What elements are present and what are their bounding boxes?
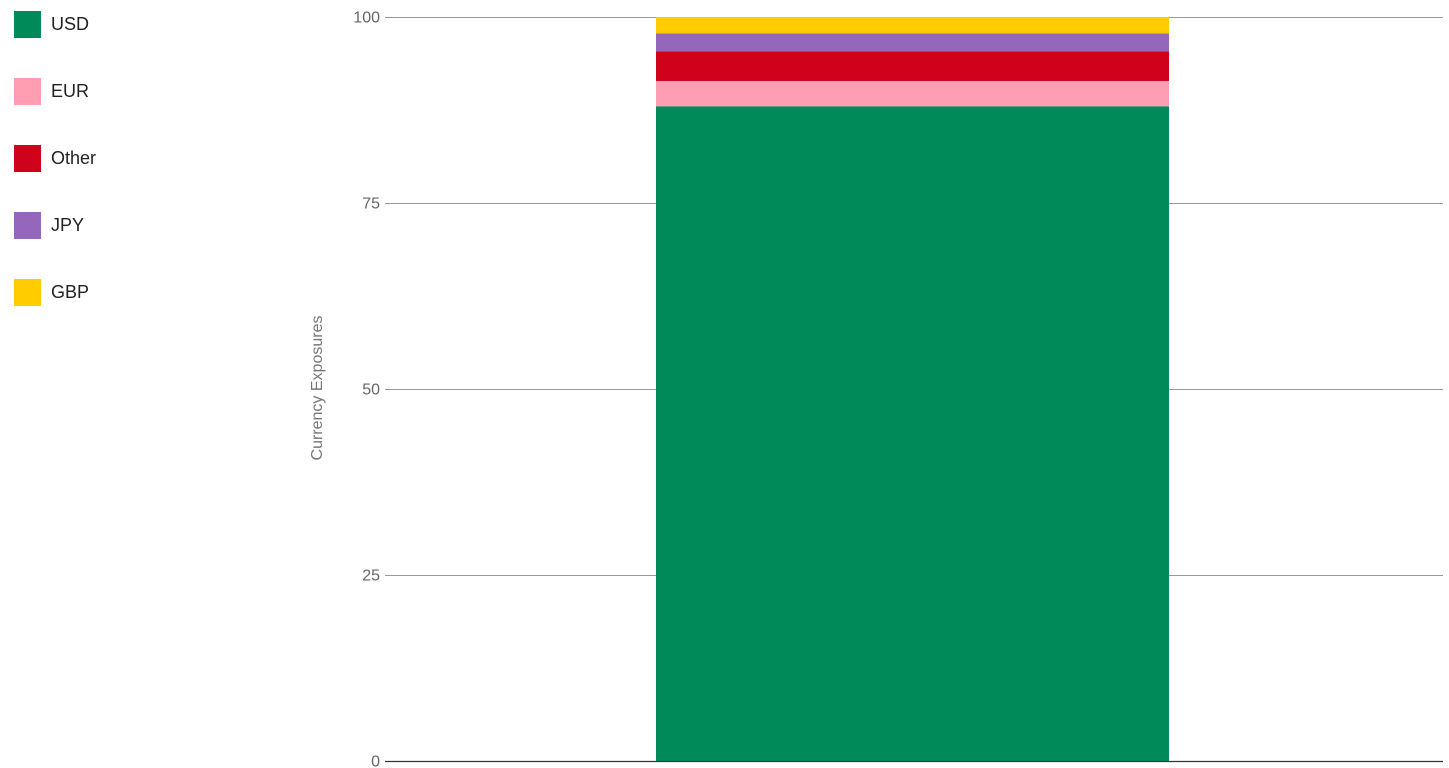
bar-segment-jpy [656,33,1169,52]
legend-item-usd: USD [14,10,89,38]
legend-swatch [14,144,41,172]
legend-label: Other [51,147,97,168]
y-axis-title: Currency Exposures [309,316,326,461]
bar-segment-usd [656,106,1169,761]
y-tick-label: 50 [362,382,380,399]
y-tick-label: 0 [371,754,380,768]
legend-label: GBP [51,281,90,302]
bar-segments [656,17,1169,761]
legend-label: EUR [51,80,90,101]
y-tick-label: 25 [362,568,380,585]
legend-swatch [14,10,41,38]
legend-swatch [14,211,41,239]
legend-swatch [14,278,41,306]
legend-label: USD [51,13,90,34]
bar-segment-other [656,51,1169,81]
legend-label: JPY [51,214,85,235]
bar-segment-gbp [656,17,1169,34]
y-tick-label: 100 [353,10,380,27]
legend-item-eur: EUR [14,77,89,105]
y-axis-ticks: 0 25 50 75 100 [353,10,380,768]
legend-item-gbp: GBP [14,278,89,306]
legend-swatch [14,77,41,105]
bar-segment-eur [656,80,1169,107]
legend-item-other: Other [14,144,96,172]
y-tick-label: 75 [362,196,380,213]
legend-item-jpy: JPY [14,211,84,239]
